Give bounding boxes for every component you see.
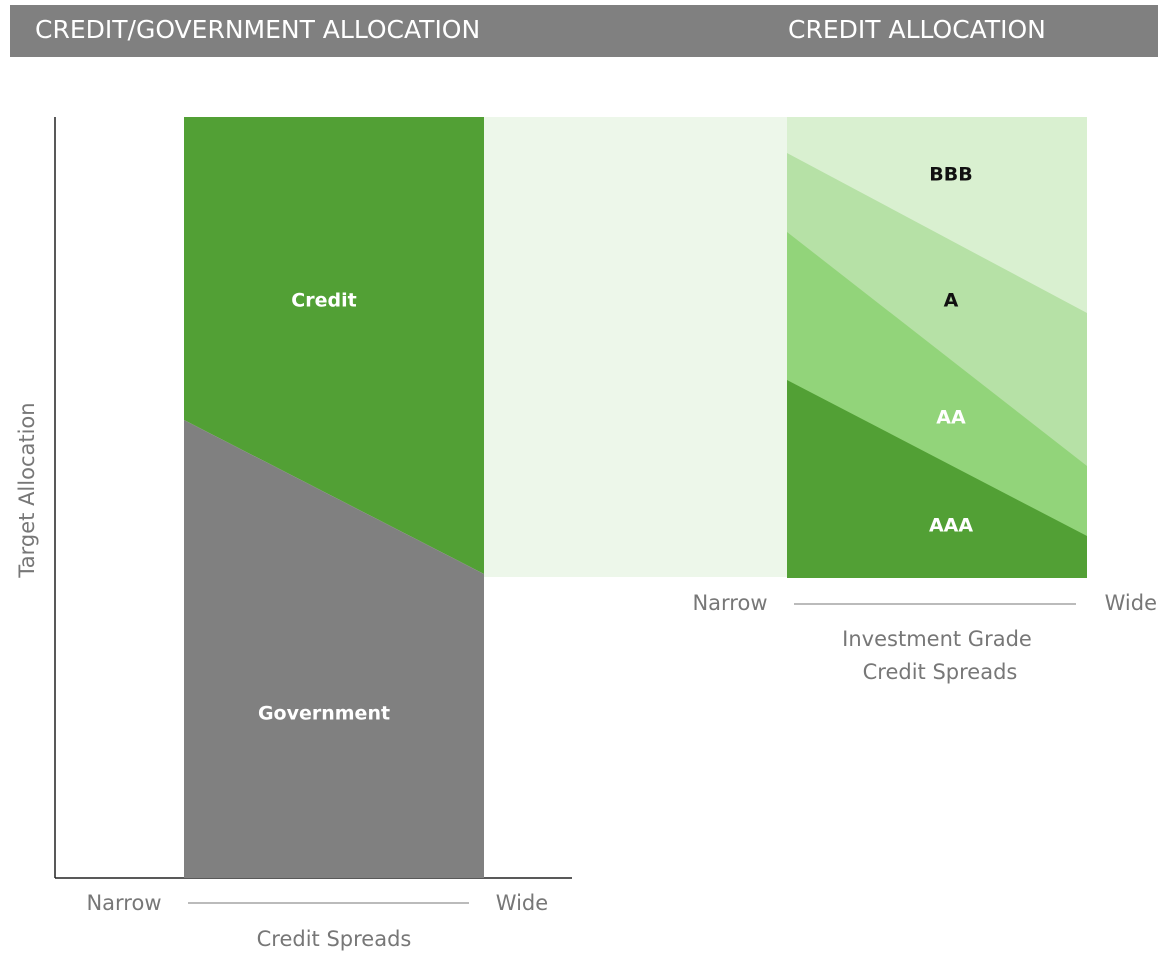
y-axis-label: Target Allocation — [15, 402, 39, 578]
x-high-label: Wide — [496, 891, 548, 915]
x-high-label: Wide — [1105, 591, 1157, 615]
region-label: AA — [936, 407, 966, 429]
region-label: Government — [258, 703, 390, 725]
region-label: Credit — [291, 290, 356, 312]
x-low-label: Narrow — [86, 891, 161, 915]
region-label: A — [944, 290, 959, 312]
government-region — [184, 420, 484, 878]
x-axis-label: Credit Spreads — [257, 927, 412, 951]
x-axis-label: Credit Spreads — [863, 660, 1018, 684]
header-left-title: CREDIT/GOVERNMENT ALLOCATION — [35, 15, 480, 44]
aaa-region — [787, 380, 1087, 578]
header-bar — [10, 5, 1158, 57]
region-label: BBB — [929, 164, 972, 186]
header-right-title: CREDIT ALLOCATION — [788, 15, 1046, 44]
x-low-label: Narrow — [692, 591, 767, 615]
x-axis-label: Investment Grade — [842, 627, 1032, 651]
connector-band — [484, 117, 787, 577]
region-label: AAA — [929, 515, 973, 537]
credit-region — [184, 117, 484, 574]
